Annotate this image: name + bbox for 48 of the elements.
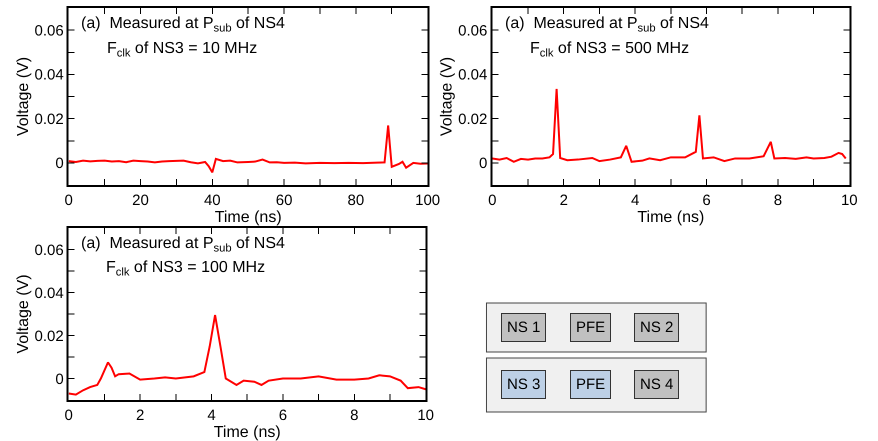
- annotation: F$_{clk}$ of NS3 = 100 MHz: [106, 259, 266, 278]
- y-tick-label: 0.04: [34, 284, 64, 302]
- x-tick-label: 40: [204, 192, 221, 209]
- x-tick-label: 10: [417, 407, 434, 424]
- x-tick-label: 8: [350, 407, 358, 424]
- text: PFE: [576, 376, 606, 393]
- x-axis-title: Time (ns): [637, 209, 704, 226]
- x-tick-label: 4: [630, 192, 640, 209]
- text: PFE: [576, 319, 606, 336]
- y-axis-title: Voltage (V): [438, 56, 456, 136]
- x-tick-label: 20: [132, 192, 149, 209]
- x-tick-label: 6: [702, 192, 711, 209]
- text: NS 3: [507, 376, 540, 393]
- annotation: F$_{clk}$ of NS3 = 10 MHz: [107, 40, 258, 60]
- x-tick-label: 4: [207, 407, 216, 424]
- x-axis-title: Time (ns): [214, 209, 282, 226]
- y-axis-title: Voltage (V): [14, 274, 32, 354]
- y-tick-label: 0.06: [34, 22, 64, 40]
- annotation: F$_{clk}$ of NS3 = 500 MHz: [530, 40, 690, 60]
- x-tick-label: 10: [840, 192, 858, 209]
- y-tick-label: 0: [479, 155, 488, 172]
- text: NS 2: [640, 319, 674, 336]
- annotation: (a) Measured at P$_{sub}$ of NS4: [505, 15, 710, 34]
- x-tick-label: 2: [560, 192, 568, 209]
- y-tick-label: 0.02: [34, 110, 64, 128]
- line-series: [492, 88, 847, 163]
- x-tick-label: 2: [136, 407, 144, 424]
- x-tick-label: 60: [276, 192, 292, 209]
- line-series: [68, 124, 428, 174]
- x-tick-label: 80: [348, 192, 364, 209]
- y-tick-label: 0: [55, 155, 64, 172]
- y-tick-label: 0.04: [34, 66, 64, 84]
- y-tick-label: 0.02: [458, 110, 488, 128]
- x-axis-title: Time (ns): [214, 424, 281, 441]
- y-tick-label: 0.06: [458, 22, 488, 40]
- y-axis-title: Voltage (V): [14, 56, 32, 136]
- y-tick-label: 0.06: [34, 242, 64, 259]
- annotation: (a) Measured at P$_{sub}$ of NS4: [81, 235, 286, 254]
- y-tick-label: 0.02: [34, 328, 64, 345]
- x-tick-label: 100: [415, 192, 440, 209]
- text: NS 4: [640, 376, 674, 393]
- x-tick-label: 6: [278, 407, 288, 424]
- y-tick-label: 0: [55, 370, 64, 388]
- x-tick-label: 8: [774, 192, 782, 209]
- y-tick-label: 0.04: [458, 66, 488, 84]
- line-series: [68, 314, 426, 396]
- annotation: (a) Measured at P$_{sub}$ of NS4: [81, 15, 286, 34]
- text: NS 1: [507, 319, 540, 336]
